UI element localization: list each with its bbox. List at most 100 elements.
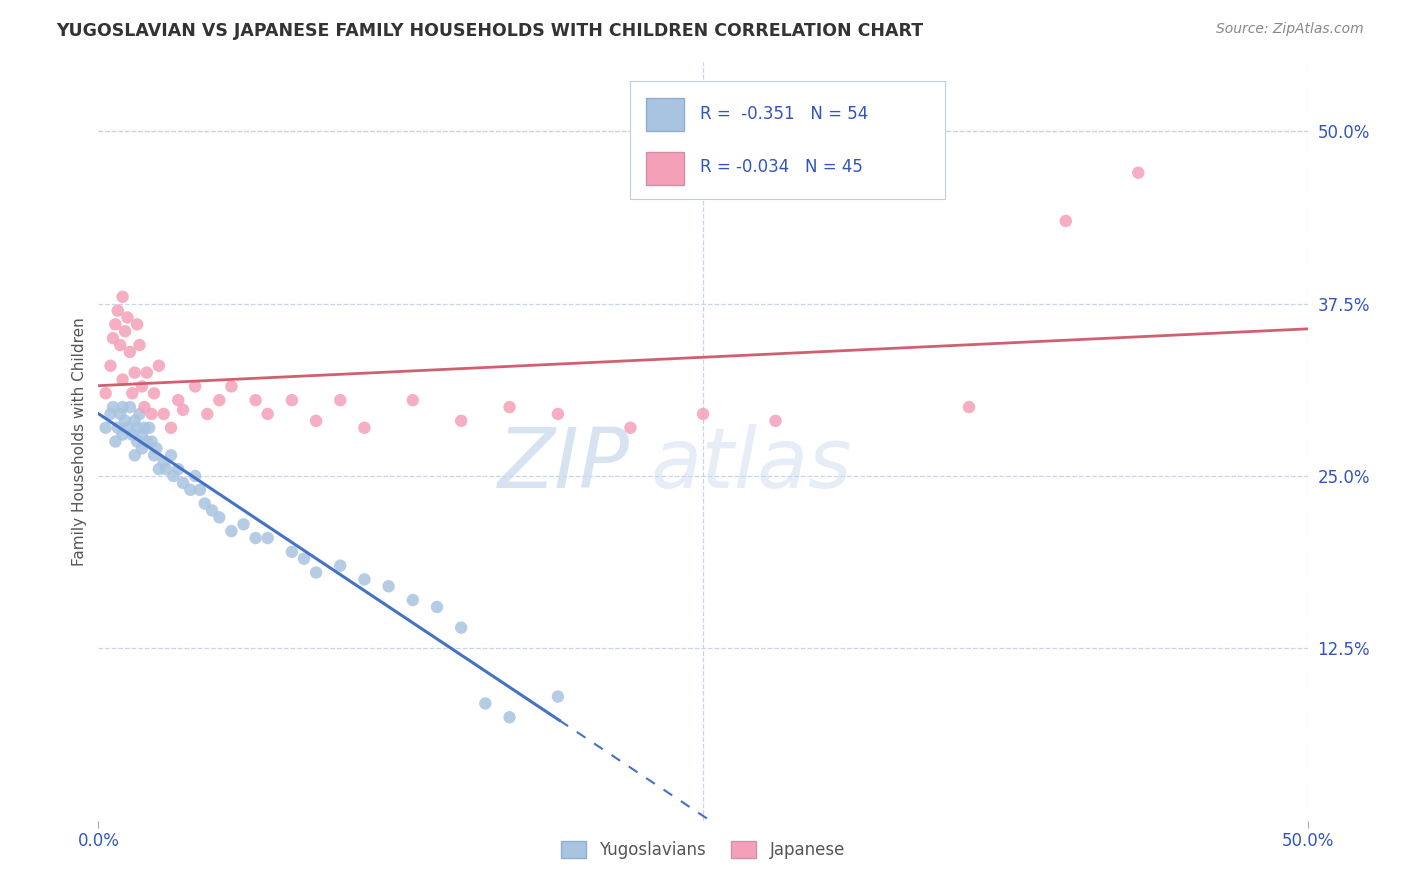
Point	[134, 400, 156, 414]
Point	[498, 400, 520, 414]
Point	[692, 407, 714, 421]
Point	[104, 434, 127, 449]
Point	[547, 407, 569, 421]
Point	[281, 393, 304, 408]
Point	[450, 621, 472, 635]
Point	[108, 338, 131, 352]
Point	[245, 531, 267, 545]
Point	[402, 393, 425, 408]
Point	[104, 318, 127, 332]
Point	[124, 366, 146, 380]
Y-axis label: Family Households with Children: Family Households with Children	[72, 318, 87, 566]
Point	[1128, 166, 1150, 180]
Point	[131, 442, 153, 456]
Point	[101, 400, 124, 414]
Point	[134, 421, 156, 435]
Point	[167, 462, 190, 476]
Point	[107, 421, 129, 435]
Point	[353, 421, 375, 435]
Point	[100, 359, 122, 373]
Point	[135, 366, 157, 380]
Point	[100, 407, 122, 421]
Point	[148, 359, 170, 373]
Point	[195, 407, 218, 421]
Point	[167, 393, 190, 408]
Point	[138, 421, 160, 435]
Point	[232, 517, 254, 532]
Point	[111, 290, 134, 304]
Point	[131, 379, 153, 393]
Point	[377, 579, 399, 593]
Point	[114, 414, 136, 428]
Point	[329, 393, 352, 408]
Point	[194, 497, 217, 511]
Point	[221, 379, 243, 393]
Text: ZIP: ZIP	[498, 424, 630, 505]
Point	[128, 407, 150, 421]
Point	[426, 599, 449, 614]
Point	[111, 427, 134, 442]
Point	[94, 421, 117, 435]
Point	[256, 531, 278, 545]
Point	[474, 697, 496, 711]
Point	[1054, 214, 1077, 228]
Point	[118, 400, 141, 414]
Point	[172, 402, 194, 417]
Point	[127, 434, 149, 449]
Point	[117, 310, 139, 325]
Point	[101, 331, 124, 345]
Point	[141, 407, 163, 421]
Text: YUGOSLAVIAN VS JAPANESE FAMILY HOUSEHOLDS WITH CHILDREN CORRELATION CHART: YUGOSLAVIAN VS JAPANESE FAMILY HOUSEHOLD…	[56, 22, 924, 40]
Point	[135, 434, 157, 449]
Point	[179, 483, 201, 497]
Point	[245, 393, 267, 408]
Point	[152, 407, 174, 421]
Point	[118, 345, 141, 359]
Point	[292, 551, 315, 566]
Point	[155, 462, 177, 476]
Point	[498, 710, 520, 724]
Point	[450, 414, 472, 428]
Point	[305, 566, 328, 580]
Point	[162, 469, 184, 483]
Point	[117, 421, 139, 435]
Point	[184, 469, 207, 483]
Point	[145, 442, 167, 456]
Point	[402, 593, 425, 607]
Point	[184, 379, 207, 393]
Point	[160, 448, 183, 462]
Point	[141, 434, 163, 449]
Point	[221, 524, 243, 538]
Point	[121, 427, 143, 442]
Point	[305, 414, 328, 428]
Point	[547, 690, 569, 704]
Point	[329, 558, 352, 573]
Point	[353, 573, 375, 587]
Point	[127, 421, 149, 435]
Point	[148, 462, 170, 476]
Point	[143, 448, 166, 462]
Point	[124, 414, 146, 428]
Point	[765, 414, 787, 428]
Legend: Yugoslavians, Japanese: Yugoslavians, Japanese	[554, 834, 852, 865]
Text: Source: ZipAtlas.com: Source: ZipAtlas.com	[1216, 22, 1364, 37]
Point	[172, 475, 194, 490]
Point	[127, 318, 149, 332]
Point	[201, 503, 224, 517]
Point	[121, 386, 143, 401]
Point	[114, 324, 136, 338]
Point	[619, 421, 641, 435]
Point	[111, 372, 134, 386]
Point	[188, 483, 211, 497]
Point	[160, 421, 183, 435]
Point	[152, 455, 174, 469]
Point	[256, 407, 278, 421]
Point	[108, 407, 131, 421]
Point	[208, 393, 231, 408]
Point	[107, 303, 129, 318]
Point	[128, 338, 150, 352]
Text: atlas: atlas	[651, 424, 852, 505]
Point	[111, 400, 134, 414]
Point	[143, 386, 166, 401]
Point	[957, 400, 980, 414]
